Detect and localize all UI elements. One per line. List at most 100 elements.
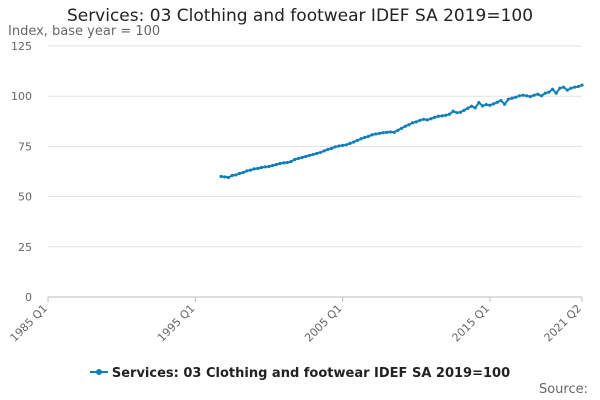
data-point [528,95,533,99]
data-point [425,118,429,122]
data-point [234,173,238,177]
data-point [271,163,275,168]
data-point [554,91,558,95]
data-point [329,146,334,151]
data-point [341,143,345,147]
y-tick-label: 75 [18,140,32,153]
data-point [543,91,547,95]
data-point [576,84,580,89]
data-point [237,171,242,176]
data-point [407,123,411,127]
data-point [359,137,363,141]
x-tick-label: 2021 Q2 [542,302,585,345]
data-point [447,112,452,116]
data-point [285,160,289,165]
data-point [510,96,514,100]
y-axis-label: Index, base year = 100 [8,24,161,39]
data-point [241,170,245,175]
data-point [444,113,448,117]
data-point [565,88,569,92]
data-point [436,114,440,118]
x-tick-label: 1985 Q1 [8,302,51,345]
data-point [381,131,385,135]
x-tick-label: 2005 Q1 [302,302,345,345]
data-point [410,121,415,125]
data-point [385,130,389,134]
data-point [458,110,463,114]
data-point [569,86,573,90]
legend-label: Services: 03 Clothing and footwear IDEF … [111,366,511,381]
data-point [495,100,499,104]
data-point [480,104,485,108]
data-point [399,126,404,130]
data-point [547,90,551,94]
data-point [451,109,455,113]
data-point [344,143,348,147]
data-point [525,94,529,98]
data-point [484,103,488,107]
data-point [392,130,396,134]
data-point [352,140,356,144]
x-tick-label: 2015 Q1 [450,302,493,345]
data-point [315,151,319,156]
data-point [573,85,577,89]
y-tick-label: 25 [18,241,32,254]
gridlines: 0 25 50 75 100 125 [11,40,582,304]
data-point [539,94,544,98]
data-point [469,104,474,108]
data-point [477,101,481,105]
y-tick-label: 100 [11,90,32,103]
data-point [499,99,503,103]
data-point [503,102,507,106]
data-point [506,97,510,101]
data-point [256,166,260,171]
data-point [455,111,459,115]
y-tick-label: 50 [18,191,32,204]
data-point [377,131,382,135]
data-point [396,128,400,132]
data-point [355,138,359,142]
y-tick-label: 0 [25,291,32,304]
data-point [263,165,267,169]
source-label: Source: [538,382,588,397]
data-point [348,141,352,145]
data-point [403,124,407,128]
data-point [304,154,308,159]
data-point [418,118,422,122]
data-point [517,94,521,98]
data-point [370,133,374,137]
data-point [363,135,367,139]
data-point [422,117,426,121]
data-point [414,120,418,124]
data-point [278,161,282,166]
data-point [219,174,223,179]
data-point [248,168,253,172]
data-point [388,130,393,134]
data-point [245,169,249,173]
data-point [561,85,566,89]
data-point [492,102,496,106]
data-point [289,159,293,164]
data-point [326,147,330,152]
data-point [374,132,378,136]
data-point [223,175,227,179]
series-line-layer [219,83,584,180]
data-point [333,145,337,149]
data-point [296,156,301,161]
data-point [293,157,297,162]
data-point [550,87,555,91]
data-point [307,153,312,158]
data-point [558,86,562,90]
data-point [536,92,540,96]
data-point [514,95,518,99]
data-point [473,106,477,110]
data-point [337,144,341,148]
data-point [488,103,492,107]
data-point [226,175,231,180]
data-point [260,165,264,170]
data-point [267,164,271,169]
data-point [318,150,323,155]
data-point [466,106,470,110]
data-point [532,93,536,97]
